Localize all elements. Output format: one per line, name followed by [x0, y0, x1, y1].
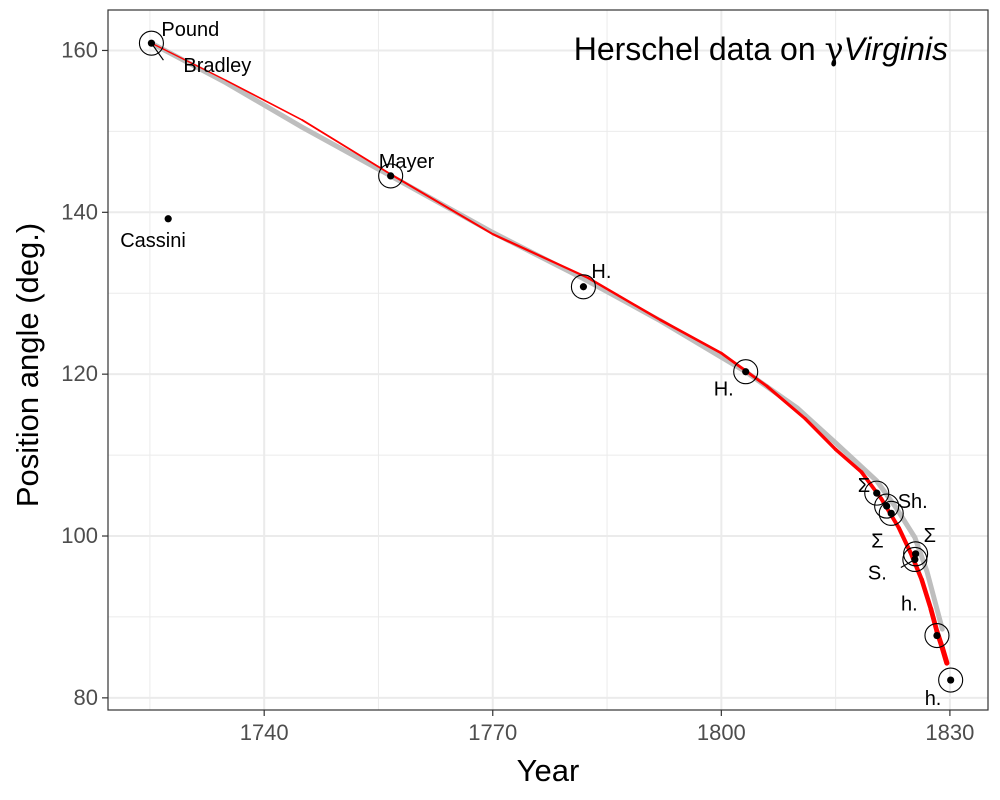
grid-minor: [108, 10, 988, 710]
observation-ring: [902, 546, 928, 573]
observation-label: Σ: [871, 530, 883, 552]
y-tick-label: 160: [61, 37, 98, 62]
observation-ring: [903, 541, 929, 567]
label-leader-line: [150, 42, 164, 61]
y-tick-label: 120: [61, 361, 98, 386]
y-axis: 80 100 120 140 160: [61, 37, 108, 710]
fit-curve-segment: [150, 42, 227, 82]
observation-point: [387, 172, 395, 180]
observation-label: H.: [714, 379, 734, 401]
observation-point: [933, 631, 941, 640]
observation-label: Pound: [161, 19, 219, 41]
chart-title-star: Virginis: [844, 31, 948, 67]
label-leader-line: [900, 558, 916, 569]
observation-ring: [878, 500, 904, 526]
chart-title-gamma: γ: [825, 30, 844, 68]
fit-curve-segment: [919, 577, 934, 612]
grid-major: [108, 10, 988, 710]
observation-point: [147, 39, 156, 47]
fit-curve-segment: [659, 318, 723, 355]
observation-point: [164, 215, 172, 223]
observation-ring: [378, 163, 404, 189]
y-axis-title: Position angle (deg.): [10, 223, 45, 507]
x-tick-label: 1770: [468, 720, 517, 745]
point-labels: Pound Bradley Cassini Mayer H. H. Σ Sh. Σ Σ S. h. h.: [120, 19, 941, 710]
observation-ring: [938, 667, 964, 693]
observation-label: H.: [591, 261, 611, 283]
observation-point: [911, 555, 919, 564]
observation-label: Cassini: [120, 230, 186, 252]
observation-label: Sh.: [898, 491, 928, 513]
x-axis-title: Year: [517, 753, 580, 788]
observation-point: [579, 283, 588, 291]
observation-point: [883, 502, 891, 510]
x-tick-label: 1740: [240, 720, 289, 745]
observation-ring: [733, 359, 759, 385]
fit-curve-segment: [939, 645, 950, 666]
chart-title-main: Herschel data on: [574, 31, 825, 67]
y-tick-label: 140: [61, 199, 98, 224]
chart-title: Herschel data on γVirginis: [574, 30, 948, 68]
fit-curve-segment: [928, 606, 940, 634]
fit-curve-segment: [896, 525, 914, 558]
fit-curve-segment: [389, 173, 494, 236]
observation-point: [947, 676, 955, 684]
observation-ring: [570, 274, 596, 300]
y-tick-label: 100: [61, 523, 98, 548]
points: [138, 30, 964, 693]
observation-point: [912, 550, 920, 558]
observation-label: h.: [925, 688, 942, 710]
observation-ring: [924, 622, 950, 649]
observation-point: [887, 509, 895, 517]
observation-point: [873, 489, 881, 497]
observation-label: Σ: [858, 475, 870, 497]
y-tick-label: 80: [74, 685, 98, 710]
fit-curve-segment: [225, 79, 304, 121]
fit-curve-segment: [765, 384, 807, 421]
fit-curve-segment: [491, 233, 590, 279]
observation-label: h.: [901, 594, 918, 616]
x-tick-label: 1830: [925, 720, 974, 745]
x-axis: 1740 1770 1800 1830: [240, 710, 974, 745]
x-tick-label: 1800: [697, 720, 746, 745]
fit-curve-segment: [586, 276, 662, 322]
observation-ring: [864, 480, 890, 506]
plot-border: [107, 9, 989, 711]
observation-label: Mayer: [379, 151, 435, 173]
observation-ring: [874, 493, 900, 519]
fit-curve-segment: [301, 119, 392, 176]
observation-label: Bradley: [183, 55, 251, 77]
fit-curve-segment: [833, 447, 864, 474]
observation-ring: [138, 30, 164, 56]
observation-point: [742, 368, 750, 376]
plot-panel: [108, 10, 988, 710]
fit-curve-segment: [803, 417, 838, 452]
observation-label: Σ: [924, 525, 936, 547]
observation-label: S.: [868, 563, 887, 585]
